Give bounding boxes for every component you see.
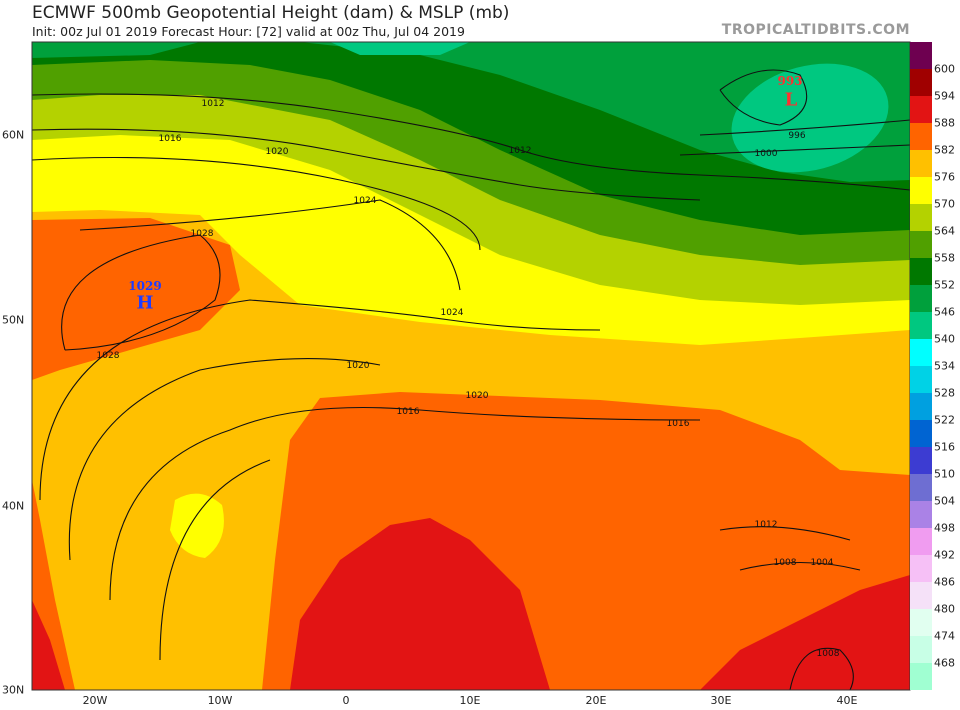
colorbar-swatch (910, 177, 932, 204)
colorbar-swatch (910, 501, 932, 528)
colorbar-label: 492 (934, 548, 955, 562)
isobar-label: 1004 (810, 558, 834, 568)
band-540-top (330, 42, 470, 55)
colorbar-label: 558 (934, 251, 955, 265)
isobar-label: 1016 (666, 419, 690, 429)
colorbar-label: 576 (934, 170, 955, 184)
colorbar-swatch (910, 96, 932, 123)
isobars (32, 69, 910, 690)
isobar-label: 1020 (346, 361, 370, 371)
lon-label: 10W (207, 694, 233, 707)
colorbar-label: 570 (934, 197, 955, 211)
colorbar-label: 552 (934, 278, 955, 292)
colorbar-swatch (910, 150, 932, 177)
isobar-label: 1016 (396, 407, 420, 417)
isobar-label: 1008 (773, 558, 797, 568)
colorbar-label: 468 (934, 656, 955, 670)
high-pressure-marker: H (136, 292, 154, 314)
brand-watermark: TROPICALTIDBITS.COM (721, 22, 910, 38)
colorbar-swatch (910, 420, 932, 447)
isobar-label: 1008 (816, 649, 840, 659)
band-582-high (32, 218, 240, 380)
colorbar-label: 546 (934, 305, 955, 319)
lat-label: 40N (2, 499, 25, 513)
isobar-label: 1024 (440, 308, 464, 318)
isobar-label: 1020 (465, 391, 489, 401)
colorbar-swatch (910, 366, 932, 393)
lon-label: 0 (342, 694, 350, 707)
colorbar-swatch (910, 339, 932, 366)
isobar-label: 1000 (754, 149, 778, 159)
colorbar-swatch (910, 42, 932, 69)
colorbar-swatch (910, 285, 932, 312)
isobar-label: 996 (788, 131, 806, 141)
band-588-southeast (700, 575, 910, 690)
lon-label: 20E (585, 694, 607, 707)
colorbar-label: 528 (934, 386, 955, 400)
colorbar-swatch (910, 528, 932, 555)
colorbar-swatch (910, 555, 932, 582)
colorbar-label: 534 (934, 359, 955, 373)
colorbar-label: 594 (934, 89, 955, 103)
colorbar-label: 474 (934, 629, 955, 643)
isobar-label: 1012 (201, 99, 225, 109)
colorbar-swatch (910, 69, 932, 96)
lon-label: 10E (459, 694, 481, 707)
colorbar-label: 564 (934, 224, 955, 238)
lat-label: 50N (2, 313, 25, 327)
colorbar-swatch (910, 204, 932, 231)
colorbar-label: 486 (934, 575, 955, 589)
colorbar-swatch (910, 312, 932, 339)
band-588-south (290, 518, 550, 690)
colorbar-swatch (910, 663, 932, 690)
colorbar-label: 480 (934, 602, 955, 616)
colorbar-label: 588 (934, 116, 955, 130)
colorbar-label: 504 (934, 494, 955, 508)
lat-label: 60N (2, 128, 25, 142)
isobar-label: 1012 (754, 520, 778, 530)
isobar-label: 1028 (96, 351, 120, 361)
low-pressure-value: 993 (777, 74, 803, 88)
colorbar-swatch (910, 231, 932, 258)
colorbar-swatch (910, 447, 932, 474)
colorbar-swatch (910, 393, 932, 420)
band-546-west (32, 42, 200, 58)
isobar-label: 1024 (353, 196, 377, 206)
isobar-label: 1012 (508, 146, 532, 156)
lon-label: 20W (82, 694, 108, 707)
high-pressure-value: 1029 (128, 279, 162, 293)
lat-label: 30N (2, 683, 25, 697)
colorbar-swatch (910, 123, 932, 150)
colorbar-swatch (910, 609, 932, 636)
colorbar-swatch (910, 474, 932, 501)
colorbar-label: 600 (934, 62, 955, 76)
map-title: ECMWF 500mb Geopotential Height (dam) & … (32, 3, 510, 23)
lon-label: 30E (710, 694, 732, 707)
colorbar-label: 516 (934, 440, 955, 454)
band-570-ridge (170, 493, 224, 558)
isobar-label: 1020 (265, 147, 289, 157)
colorbar-label: 522 (934, 413, 955, 427)
colorbar-label: 498 (934, 521, 955, 535)
colorbar-label: 540 (934, 332, 955, 346)
colorbar-swatch (910, 258, 932, 285)
band-540-low (731, 63, 889, 173)
lon-label: 40E (836, 694, 858, 707)
map-subtitle: Init: 00z Jul 01 2019 Forecast Hour: [72… (32, 24, 465, 39)
isobar-label: 1028 (190, 229, 214, 239)
band-588-southwest (32, 600, 65, 690)
low-pressure-marker: L (784, 89, 798, 111)
colorbar-swatch (910, 636, 932, 663)
colorbar-swatch (910, 582, 932, 609)
colorbar-label: 582 (934, 143, 955, 157)
isobar-label: 1016 (158, 134, 182, 144)
colorbar-label: 510 (934, 467, 955, 481)
